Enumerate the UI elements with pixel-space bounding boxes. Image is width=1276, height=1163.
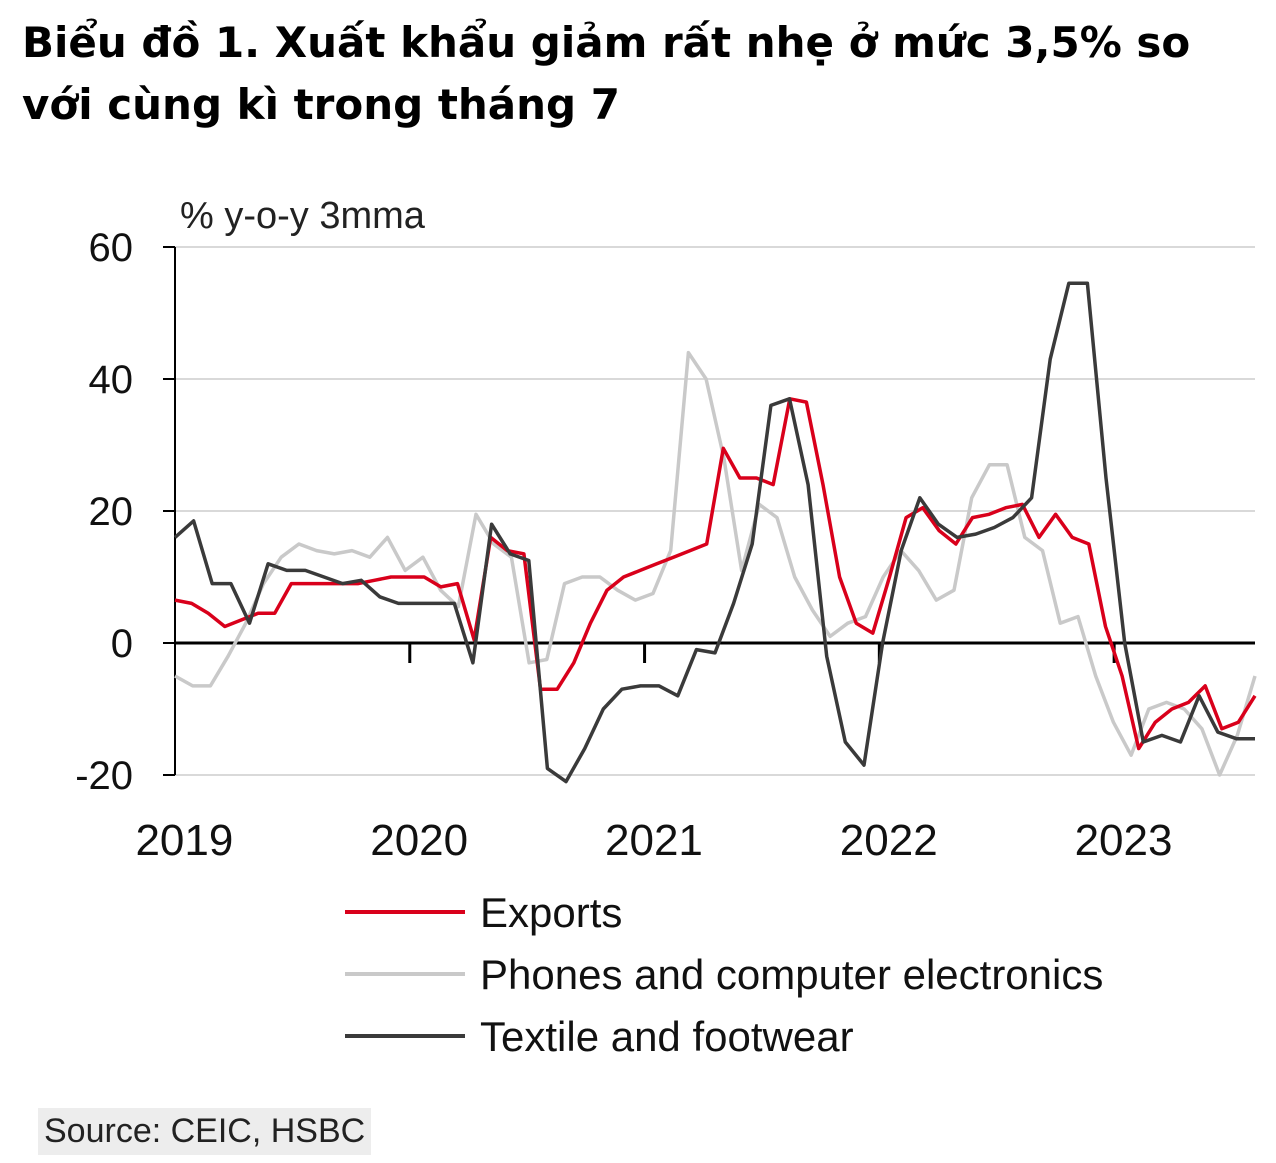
legend-label-exports: Exports	[480, 889, 622, 936]
chart-title: Biểu đồ 1. Xuất khẩu giảm rất nhẹ ở mức …	[22, 18, 1191, 129]
y-tick-label: 40	[89, 358, 134, 402]
legend-label-textile: Textile and footwear	[480, 1013, 854, 1060]
legend-label-phones: Phones and computer electronics	[480, 951, 1103, 998]
series-line-exports	[174, 397, 1257, 751]
y-tick-label: 60	[89, 226, 134, 270]
x-tick-label: 2020	[370, 816, 468, 865]
x-tick-label: 2022	[840, 816, 938, 865]
y-axis-label: % y-o-y 3mma	[180, 195, 426, 237]
y-tick-label: 0	[111, 622, 133, 666]
x-tick-label: 2023	[1075, 816, 1173, 865]
x-tick-label: 2019	[135, 816, 233, 865]
y-tick-label: -20	[75, 754, 133, 798]
source-note: Source: CEIC, HSBC	[38, 1108, 372, 1155]
series-line-textile	[173, 281, 1255, 784]
y-tick-label: 20	[89, 490, 134, 534]
series-line-phones	[174, 350, 1257, 777]
x-tick-label: 2021	[605, 816, 703, 865]
